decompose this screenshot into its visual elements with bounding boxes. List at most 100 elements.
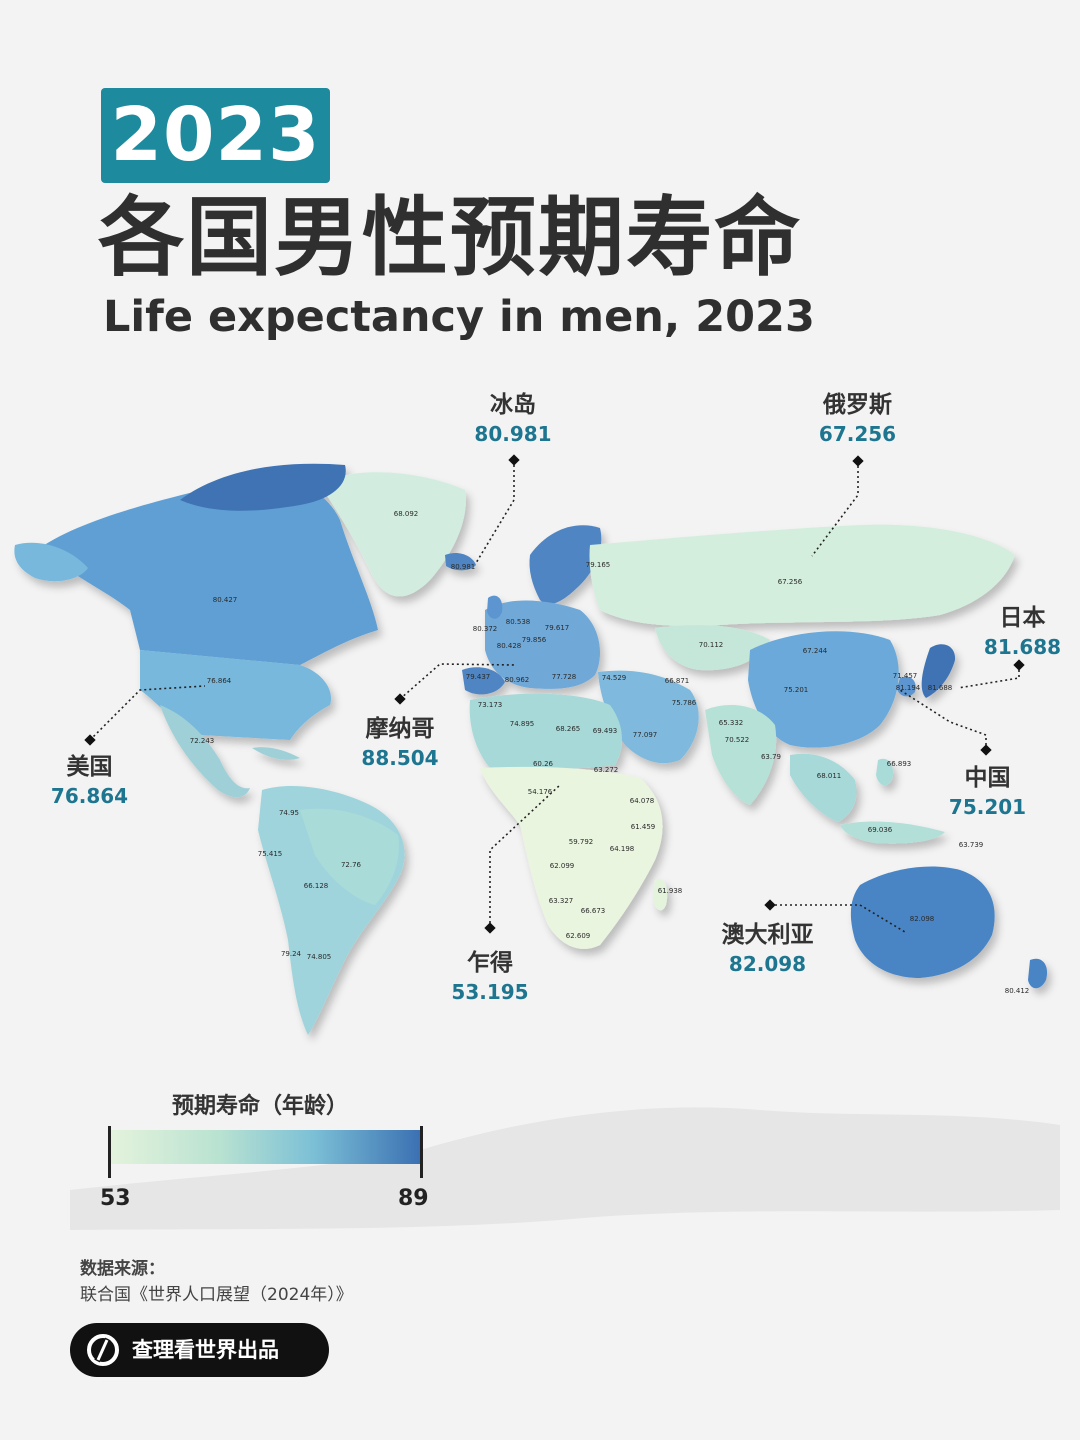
map-value-label: 64.198	[610, 845, 635, 853]
map-value-label: 74.895	[510, 720, 535, 728]
legend-max-tick	[420, 1126, 423, 1178]
callout-australia: 澳大利亚 82.098	[705, 920, 830, 978]
leader-marker-japan	[1013, 659, 1025, 671]
brand-text: 查理看世界出品	[132, 1338, 279, 1362]
region-southeast-asia	[790, 753, 857, 822]
country-value-labels: 68.092 80.981 79.165 67.256 80.427 80.538 80.3…	[190, 510, 1030, 995]
region-central-asia	[655, 625, 770, 671]
callout-japan-value: 81.688	[983, 635, 1062, 659]
leader-line-china	[899, 689, 987, 750]
map-value-label: 59.792	[569, 838, 594, 846]
callout-australia-value: 82.098	[728, 952, 807, 976]
region-alaska	[14, 542, 88, 582]
page-title: 各国男性预期寿命	[98, 188, 802, 288]
region-philippines	[876, 758, 894, 786]
map-value-label: 80.428	[497, 642, 522, 650]
leader-line-russia	[811, 461, 859, 557]
map-value-label: 63.272	[594, 766, 619, 774]
brand-badge: 查理看世界出品	[70, 1323, 329, 1377]
region-canada	[40, 478, 378, 665]
map-value-label: 79.165	[586, 561, 611, 569]
page-subtitle: Life expectancy in men, 2023	[103, 292, 815, 342]
map-value-label: 81.194	[896, 684, 921, 692]
region-usa	[140, 650, 332, 740]
region-madagascar	[653, 878, 668, 911]
map-value-label: 80.412	[1005, 987, 1030, 995]
map-value-label: 79.856	[522, 636, 547, 644]
callout-china-value: 75.201	[948, 795, 1027, 819]
map-value-label: 62.609	[566, 932, 591, 940]
region-south-asia	[705, 705, 777, 805]
map-value-label: 79.437	[466, 673, 491, 681]
map-value-label: 81.688	[928, 684, 953, 692]
brand-logo-icon	[87, 1334, 119, 1366]
leader-marker-china	[980, 744, 992, 756]
source-label: 数据来源：	[80, 1259, 165, 1279]
map-value-label: 73.173	[478, 701, 503, 709]
map-value-label: 80.962	[505, 676, 530, 684]
callout-china-name: 中国	[964, 765, 1011, 791]
map-value-label: 71.457	[893, 672, 918, 680]
map-value-label: 72.243	[190, 737, 215, 745]
region-australia	[850, 866, 995, 978]
legend-color-scale	[110, 1130, 422, 1164]
leader-line-iceland	[475, 460, 515, 564]
region-north-africa	[469, 693, 622, 770]
leader-marker-monaco	[394, 693, 406, 705]
map-value-label: 66.871	[665, 677, 690, 685]
leader-line-chad	[489, 784, 561, 928]
map-value-label: 63.79	[761, 753, 781, 761]
region-iceland	[445, 553, 476, 571]
map-value-label: 68.011	[817, 772, 842, 780]
map-value-label: 66.893	[887, 760, 912, 768]
map-value-label: 69.493	[593, 727, 618, 735]
callout-iceland: 冰岛 80.981	[458, 390, 568, 448]
region-new-zealand	[1028, 958, 1048, 989]
region-africa	[480, 766, 663, 949]
map-value-label: 74.805	[307, 953, 332, 961]
callout-usa-value: 76.864	[50, 784, 129, 808]
map-value-label: 77.097	[633, 731, 658, 739]
map-value-label: 76.864	[207, 677, 232, 685]
callout-china: 中国 75.201	[940, 763, 1035, 821]
region-scandinavia	[529, 525, 602, 605]
callout-leader-lines	[84, 454, 1025, 934]
antarctica-shape	[70, 1107, 1060, 1230]
callout-iceland-value: 80.981	[474, 422, 552, 446]
region-japan	[921, 644, 956, 698]
map-value-label: 65.332	[719, 719, 744, 727]
map-value-label: 60.26	[533, 760, 554, 768]
legend-max-label: 89	[398, 1186, 429, 1211]
map-value-label: 54.176	[528, 788, 553, 796]
leader-marker-australia	[764, 899, 776, 911]
region-iberia	[462, 667, 505, 695]
map-value-label: 82.098	[910, 915, 935, 923]
map-value-label: 80.372	[473, 625, 498, 633]
callout-australia-name: 澳大利亚	[721, 922, 814, 948]
map-value-label: 75.415	[258, 850, 283, 858]
map-value-label: 70.112	[699, 641, 724, 649]
map-value-label: 68.265	[556, 725, 581, 733]
region-china	[748, 631, 899, 748]
map-value-label: 79.24	[281, 950, 302, 958]
map-value-label: 61.938	[658, 887, 683, 895]
legend-min-label: 53	[100, 1186, 131, 1211]
map-value-label: 75.786	[672, 699, 697, 707]
region-middle-east	[598, 670, 699, 764]
region-brazil	[300, 808, 399, 905]
map-value-label: 62.099	[550, 862, 575, 870]
landmass-group	[14, 463, 1048, 1035]
map-value-label: 69.036	[868, 826, 893, 834]
callout-monaco-value: 88.504	[361, 746, 439, 770]
callout-monaco: 摩纳哥 88.504	[350, 714, 450, 772]
callout-japan: 日本 81.688	[975, 603, 1070, 661]
map-value-label: 74.95	[279, 809, 299, 817]
callout-usa-name: 美国	[66, 754, 113, 780]
source-text: 联合国《世界人口展望（2024年）》	[80, 1285, 353, 1305]
map-value-label: 68.092	[394, 510, 419, 518]
callout-iceland-name: 冰岛	[490, 392, 536, 418]
map-value-label: 66.673	[581, 907, 606, 915]
legend-title: 预期寿命（年龄）	[172, 1094, 349, 1119]
region-indonesia	[840, 821, 945, 844]
callout-usa: 美国 76.864	[42, 752, 137, 810]
